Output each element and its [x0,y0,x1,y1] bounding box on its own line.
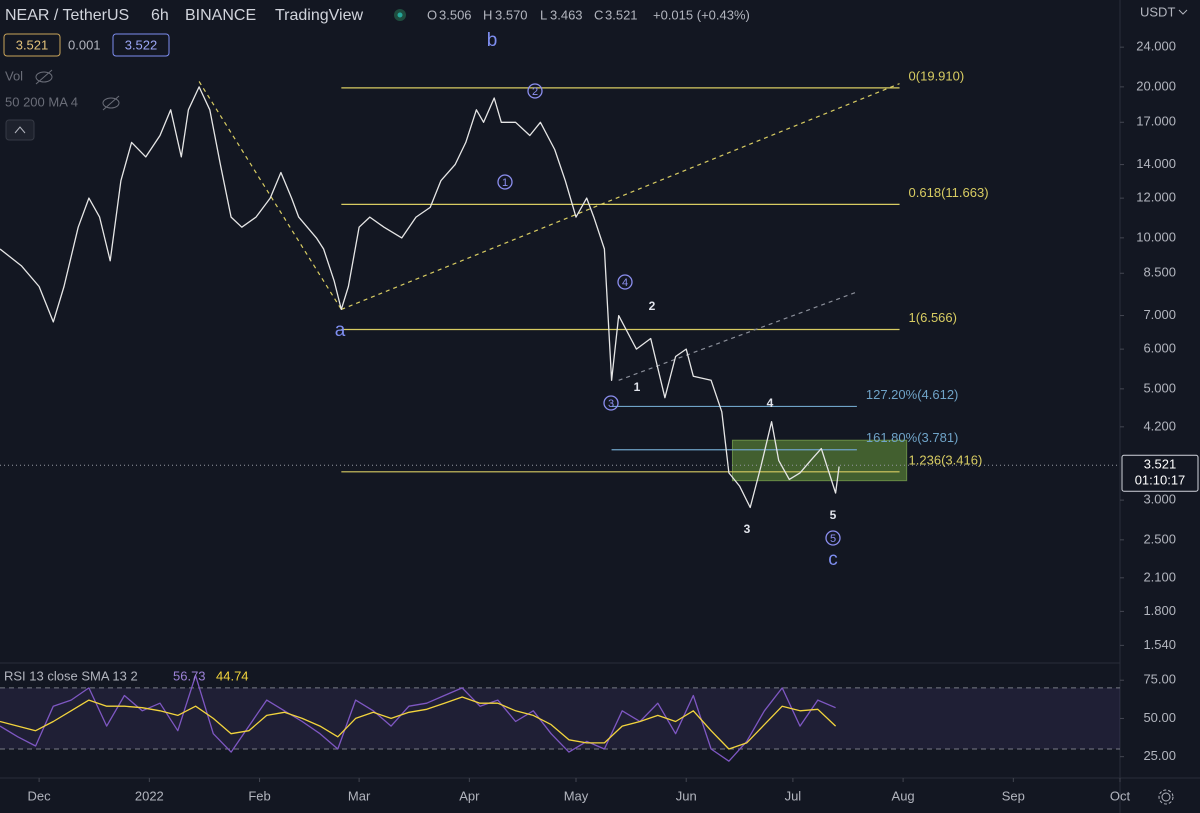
y-tick-label: 6.000 [1143,341,1176,356]
fib-label: 0(19.910) [909,68,965,83]
source: TradingView [275,7,363,24]
y-tick-label: 2.500 [1143,531,1176,546]
eye-icon[interactable] [35,69,53,85]
rsi-value: 56.73 [173,668,206,683]
series-line [0,86,840,509]
sma-value: 44.74 [216,668,249,683]
fib-label: 1(6.566) [909,310,957,325]
minor-wave: 3 [744,522,751,536]
y-tick-label: 24.000 [1136,39,1176,54]
x-tick-label: Aug [892,788,915,803]
x-tick-label: 2022 [135,788,164,803]
y-tick-label: 17.000 [1136,114,1176,129]
bid-box[interactable] [3,33,61,57]
y-tick-label: 50.00 [1143,710,1176,725]
minor-wave: 5 [830,508,837,522]
y-tick-label: 3.000 [1143,492,1176,507]
fib-label: 161.80%(3.781) [866,430,959,445]
y-tick-label: 1.800 [1143,603,1176,618]
trend-line [618,291,858,381]
y-tick-label: 7.000 [1143,307,1176,322]
circled-wave: 5 [830,533,836,545]
circled-wave: 4 [622,277,628,289]
target-zone [731,439,908,482]
rsi-title: RSI 13 close SMA 13 2 [4,668,138,683]
indicator-name: 50 200 MA 4 [5,94,78,109]
fib-label: 0.618(11.663) [909,185,989,200]
symbol: NEAR / TetherUS [5,7,129,24]
y-tick-label: 8.500 [1143,265,1176,280]
ohlc-key: L [540,7,547,22]
settings-icon[interactable] [1158,789,1174,805]
ask-box[interactable] [112,33,170,57]
y-tick-label: 25.00 [1143,748,1176,763]
circled-wave: 3 [608,398,614,410]
plot: 24.00020.00017.00014.00012.00010.0008.50… [0,39,1199,803]
y-tick-label: 1.540 [1143,637,1176,652]
ohlc-value: 3.506 [439,7,472,22]
indicator-name: Vol [5,68,23,83]
x-tick-label: Oct [1110,788,1131,803]
wave-label: b [487,30,498,51]
last-price: 3.521 [1144,457,1177,472]
y-tick-label: 14.000 [1136,156,1176,171]
y-tick-label: 4.200 [1143,418,1176,433]
status-dot [397,12,403,18]
ohlc-value: 3.570 [495,7,528,22]
x-tick-label: Dec [28,788,52,803]
exchange: BINANCE [185,7,256,24]
rsi-band [0,687,1120,750]
ohlc-key: O [427,7,437,22]
dropdown-icon [1178,9,1188,15]
circled-wave: 1 [502,177,508,189]
y-tick-label: 20.000 [1136,78,1176,93]
last-price-tag [1121,454,1199,492]
ohlc-value: 3.521 [605,7,638,22]
collapse-button[interactable] [5,119,35,141]
ohlc-key: C [594,7,603,22]
x-tick-label: Feb [248,788,270,803]
y-tick-label: 2.100 [1143,569,1176,584]
x-tick-label: Sep [1002,788,1025,803]
x-tick-label: Jul [785,788,802,803]
x-tick-label: May [564,788,589,803]
eye-icon[interactable] [102,95,120,111]
spread: 0.001 [68,37,101,52]
currency[interactable]: USDT [1140,4,1175,19]
wave-label: a [335,320,346,341]
minor-wave: 4 [767,396,774,410]
ohlc-value: 3.463 [550,7,583,22]
bid: 3.521 [16,37,49,52]
x-tick-label: Apr [459,788,480,803]
x-tick-label: Mar [348,788,371,803]
countdown: 01:10:17 [1135,473,1186,488]
minor-wave: 1 [634,380,641,394]
fib-label: 1.236(3.416) [909,452,983,467]
y-tick-label: 10.000 [1136,229,1176,244]
series-line [0,696,837,750]
wave-label: c [828,549,838,570]
y-tick-label: 5.000 [1143,380,1176,395]
y-tick-label: 12.000 [1136,190,1176,205]
collapse-icon [14,126,26,134]
ask: 3.522 [125,37,158,52]
interval: 6h [151,7,169,24]
x-tick-label: Jun [676,788,697,803]
series-line [0,674,836,762]
y-tick-label: 75.00 [1143,672,1176,687]
fib-label: 127.20%(4.612) [866,387,959,402]
change: +0.015 (+0.43%) [653,7,750,22]
circled-wave: 2 [532,86,538,98]
ohlc-key: H [483,7,492,22]
wave-circles [497,83,841,546]
minor-wave: 2 [649,299,656,313]
